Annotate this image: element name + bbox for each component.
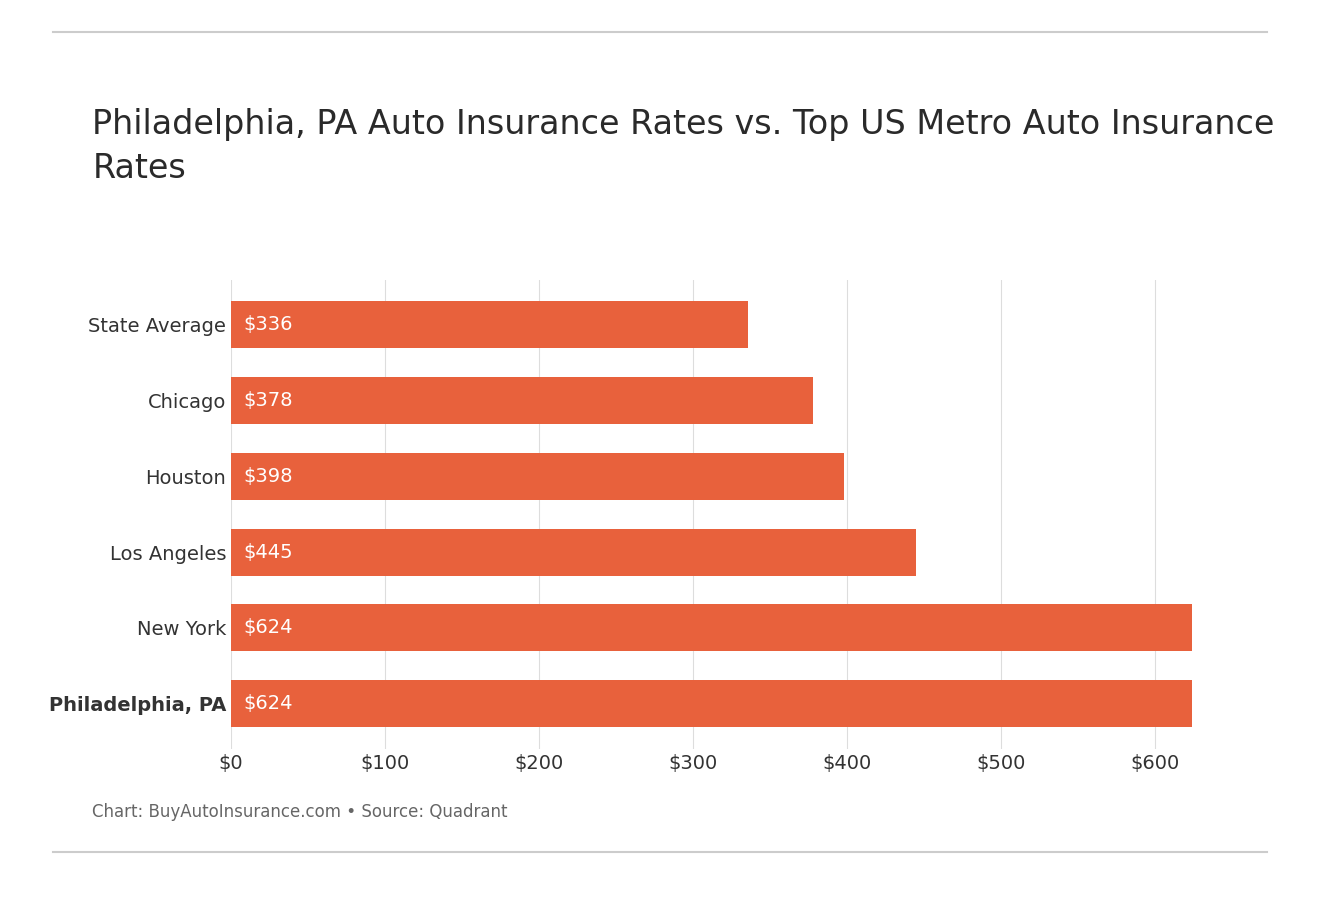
Bar	[231, 377, 813, 424]
Bar	[231, 301, 748, 348]
Text: Chart: BuyAutoInsurance.com • Source: Quadrant: Chart: BuyAutoInsurance.com • Source: Qu…	[92, 803, 508, 821]
Bar	[231, 453, 843, 500]
Text: $624: $624	[243, 619, 293, 638]
Bar	[231, 529, 916, 575]
Text: $336: $336	[243, 315, 293, 334]
Text: $445: $445	[243, 543, 293, 562]
Text: $398: $398	[243, 466, 293, 485]
Text: Philadelphia, PA Auto Insurance Rates vs. Top US Metro Auto Insurance
Rates: Philadelphia, PA Auto Insurance Rates vs…	[92, 108, 1275, 185]
Text: $378: $378	[243, 391, 293, 410]
Bar	[231, 680, 1192, 727]
Bar	[231, 604, 1192, 651]
Text: $624: $624	[243, 695, 293, 713]
